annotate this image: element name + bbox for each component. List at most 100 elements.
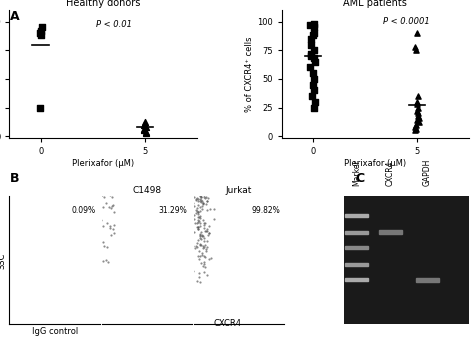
Point: [195, 147, 202, 153]
Point: [82, 251, 90, 257]
Point: [201, 37, 209, 42]
Point: [66, 103, 74, 108]
Title: Healthy donors: Healthy donors: [66, 0, 140, 8]
Point: [108, 232, 115, 238]
Point: [89, 191, 96, 196]
Point: [309, 33, 317, 38]
Point: [85, 125, 93, 131]
Point: [101, 126, 109, 131]
Point: [166, 213, 174, 219]
Point: [83, 226, 91, 231]
Point: [203, 239, 211, 244]
Point: [177, 217, 184, 222]
Point: [106, 224, 114, 229]
Point: [77, 123, 84, 129]
Point: [0, 186, 1, 191]
Point: [198, 184, 206, 189]
Point: [82, 182, 89, 187]
Point: [86, 245, 93, 250]
Point: [172, 138, 179, 143]
Point: [82, 127, 90, 133]
Point: [175, 190, 182, 196]
Point: [191, 216, 198, 221]
Point: [192, 97, 200, 102]
Point: [110, 209, 118, 215]
Point: [0, 216, 3, 221]
Point: [82, 128, 90, 134]
Point: [411, 128, 419, 133]
Point: [0, 186, 2, 191]
Point: [89, 62, 96, 67]
Point: [198, 206, 206, 211]
Point: [198, 20, 205, 25]
Point: [201, 269, 208, 274]
Point: [80, 241, 87, 246]
Point: [0, 255, 1, 261]
Point: [201, 235, 208, 240]
Point: [82, 102, 90, 107]
Point: [206, 130, 213, 136]
Point: [201, 195, 209, 200]
Point: [182, 186, 190, 191]
Point: [142, 130, 149, 136]
Point: [200, 222, 207, 227]
Point: [88, 249, 95, 255]
Point: [191, 180, 198, 185]
Point: [194, 100, 202, 105]
Point: [174, 33, 182, 39]
Point: [140, 128, 148, 133]
Point: [179, 151, 187, 157]
Point: [77, 166, 84, 171]
Point: [199, 162, 206, 167]
Point: [198, 198, 206, 203]
Point: [191, 94, 198, 99]
Point: [78, 204, 85, 210]
Point: [200, 194, 207, 199]
Point: [197, 101, 205, 106]
Point: [202, 158, 210, 164]
Point: [90, 176, 98, 182]
Point: [197, 198, 204, 204]
Point: [200, 118, 208, 124]
Point: [90, 218, 97, 223]
Point: [83, 216, 91, 222]
Point: [89, 83, 97, 89]
Point: [79, 136, 86, 141]
Point: [90, 41, 98, 46]
Point: [204, 232, 212, 237]
Point: [197, 280, 204, 285]
Point: [198, 203, 206, 209]
Point: [192, 187, 200, 192]
Point: [86, 218, 93, 223]
Point: [85, 166, 93, 171]
Point: [199, 159, 206, 164]
Point: [84, 179, 91, 184]
Point: [203, 145, 211, 151]
Point: [175, 127, 183, 132]
Point: [310, 25, 317, 30]
Point: [82, 0, 89, 2]
Point: [87, 233, 94, 238]
Point: [197, 192, 204, 197]
Point: [79, 188, 87, 194]
Point: [103, 177, 111, 183]
Point: [310, 30, 318, 36]
Point: [413, 30, 421, 36]
Point: [78, 195, 85, 200]
Point: [183, 237, 191, 242]
Point: [0, 94, 1, 99]
Point: [168, 243, 175, 249]
Point: [201, 121, 209, 126]
Point: [74, 7, 82, 12]
Y-axis label: SSC: SSC: [0, 252, 7, 268]
Point: [77, 198, 85, 203]
Point: [86, 182, 93, 188]
Point: [193, 173, 201, 178]
Point: [140, 122, 148, 127]
Point: [0, 262, 2, 267]
Point: [86, 43, 93, 49]
Point: [204, 245, 211, 250]
Point: [196, 236, 204, 241]
Point: [85, 247, 92, 252]
Point: [199, 177, 206, 183]
